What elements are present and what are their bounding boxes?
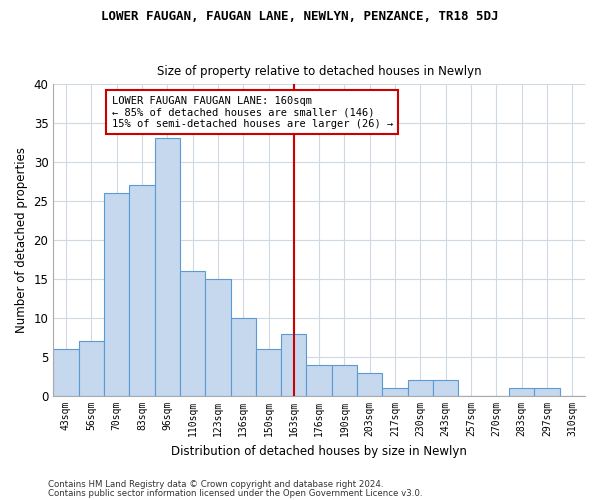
Bar [230, 318, 256, 396]
Text: LOWER FAUGAN, FAUGAN LANE, NEWLYN, PENZANCE, TR18 5DJ: LOWER FAUGAN, FAUGAN LANE, NEWLYN, PENZA… [101, 10, 499, 23]
Bar [104, 193, 129, 396]
Bar [79, 342, 104, 396]
Bar [509, 388, 535, 396]
Text: Contains HM Land Registry data © Crown copyright and database right 2024.: Contains HM Land Registry data © Crown c… [48, 480, 383, 489]
Text: LOWER FAUGAN FAUGAN LANE: 160sqm
← 85% of detached houses are smaller (146)
15% : LOWER FAUGAN FAUGAN LANE: 160sqm ← 85% o… [112, 96, 393, 128]
Y-axis label: Number of detached properties: Number of detached properties [15, 147, 28, 333]
Text: Contains public sector information licensed under the Open Government Licence v3: Contains public sector information licen… [48, 489, 422, 498]
Bar [53, 349, 79, 396]
Bar [332, 365, 357, 396]
Bar [382, 388, 408, 396]
Title: Size of property relative to detached houses in Newlyn: Size of property relative to detached ho… [157, 66, 481, 78]
Bar [433, 380, 458, 396]
Bar [357, 372, 382, 396]
Bar [180, 271, 205, 396]
Bar [307, 365, 332, 396]
Bar [129, 186, 155, 396]
Bar [408, 380, 433, 396]
Bar [205, 279, 230, 396]
Bar [535, 388, 560, 396]
Bar [256, 349, 281, 396]
Bar [281, 334, 307, 396]
X-axis label: Distribution of detached houses by size in Newlyn: Distribution of detached houses by size … [171, 444, 467, 458]
Bar [155, 138, 180, 396]
